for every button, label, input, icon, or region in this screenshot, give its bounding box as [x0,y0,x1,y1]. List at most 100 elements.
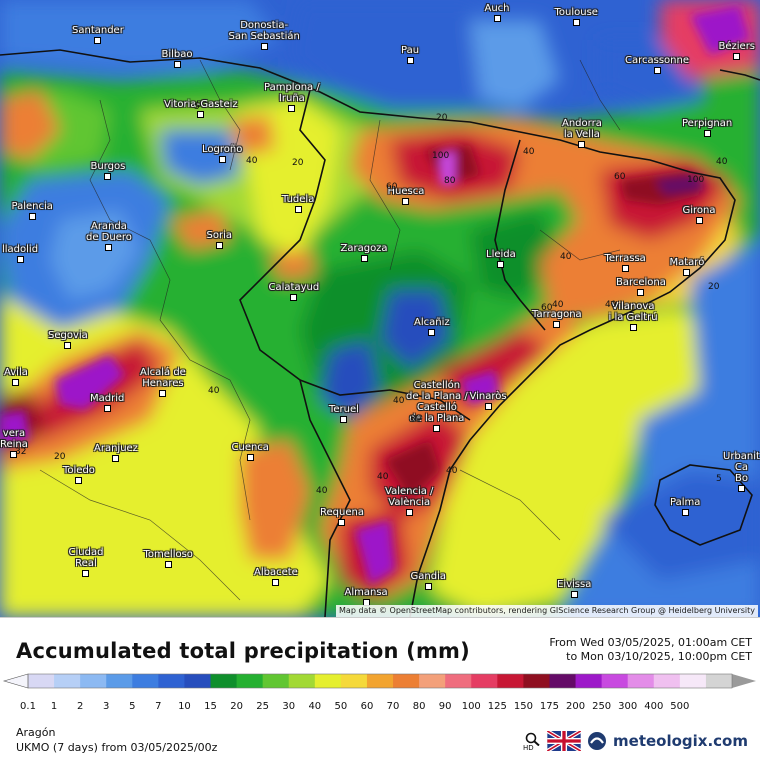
legend-swatch [210,674,238,688]
hd-zoom-button[interactable]: HD [523,732,541,752]
contour-value-label: 40 [208,386,220,396]
city-name: Tarragona [532,309,582,320]
city-name: Urbanit [723,451,760,462]
city-name: Calatayud [268,282,320,293]
city-name: Eivissa [557,579,592,590]
city-name: Andorra [562,118,602,129]
city-dot-icon [218,156,226,163]
city-name: Palencia [11,201,53,212]
city-label: Castellón de la Plana / Castelló de la Plan… [406,380,468,432]
city-name: de la Plana / [406,391,468,402]
city-dot-icon [572,19,580,26]
city-label: Girona [683,205,716,224]
city-dot-icon [360,255,368,262]
legend-level-label: 500 [670,701,690,712]
city-name: vera [2,428,26,439]
contour-value-label: 40 [316,486,328,496]
city-dot-icon [484,403,492,410]
legend-level-label: 7 [155,701,162,712]
city-dot-icon [653,67,661,74]
legend-level-label: 80 [412,701,426,712]
city-name: San Sebastián [228,31,300,42]
city-name: Madrid [90,393,125,404]
city-label: Perpignan [682,118,732,137]
city-name: Vitoria-Gasteiz [164,99,238,110]
legend-level-label: 175 [539,701,560,712]
legend-level-label: 2 [76,701,84,712]
city-label: vera Reina [0,428,28,458]
city-dot-icon [164,561,172,568]
contour-value-label: 40 [560,252,572,262]
city-label: Aranda de Duero [86,221,132,251]
precipitation-map[interactable]: Santander Bilbao Donostia- San Sebastián Pau… [0,0,760,617]
city-label: Santander [72,25,124,44]
city-name: Toulouse [554,7,598,18]
city-dot-icon [288,105,296,112]
city-name: de Duero [86,232,132,243]
city-name: Segovia [48,330,88,341]
city-label: Terrassa [605,253,646,272]
legend-level-label: 300 [618,701,638,712]
legend-swatch [549,674,577,688]
city-dot-icon [75,477,83,484]
city-dot-icon [493,15,501,22]
city-name: Barcelona [616,277,666,288]
city-dot-icon [272,579,280,586]
contour-value-label: 100 [687,175,705,185]
period-from: From Wed 03/05/2025, 01:00am CET [549,636,752,649]
city-label: Teruel [329,404,359,423]
city-dot-icon [246,454,254,461]
precip-cores [0,5,750,585]
city-name: Mataró [669,257,705,268]
city-label: Vitoria-Gasteiz [164,99,238,118]
legend-swatch [132,674,159,688]
city-label: Alcañiz [414,317,450,336]
city-label: Barcelona [616,277,666,296]
city-label: Burgos [91,161,125,180]
city-name: Albacete [254,567,298,578]
contour-value-label: 20 [54,452,66,462]
map-title: Accumulated total precipitation (mm) [16,639,470,663]
city-name: Iruña [278,93,305,104]
uk-flag-icon[interactable] [547,731,582,751]
city-label: Pamplona / Iruña [264,82,320,112]
city-dot-icon [173,61,181,68]
city-name: Toledo [63,465,95,476]
city-name: Perpignan [682,118,733,129]
city-name: Henares [142,378,184,389]
city-name: Avila [4,367,28,378]
city-label: Calatayud [268,282,320,301]
city-dot-icon [112,455,120,462]
city-name: Auch [484,3,510,14]
legend-level-label: 250 [592,701,612,712]
city-name: Pau [401,45,420,56]
contour-value-label: 5 [194,102,200,112]
city-name: de la Plana [409,413,465,424]
city-label: Palma [670,497,700,516]
city-dot-icon [28,213,36,220]
city-label: Palencia [12,201,53,220]
city-dot-icon [683,269,691,276]
city-name: Reina [0,439,28,450]
legend-level-label: 150 [513,701,533,712]
city-name: València [388,497,431,508]
city-dot-icon [695,217,703,224]
legend-level-label: 40 [308,701,322,712]
city-dot-icon [159,390,167,397]
map-attribution[interactable]: Map data © OpenStreetMap contributors, r… [336,605,758,617]
city-label: Soria [207,230,232,249]
contour-value-label: 80 [444,176,456,186]
legend-level-label: 0.1 [20,701,36,712]
city-dot-icon [338,519,346,526]
city-label: Ciudad Real [69,547,103,577]
legend-level-label: 10 [178,701,191,712]
city-name: Lleida [486,249,516,260]
contour-value-label: 40 [377,472,389,482]
city-dot-icon [737,485,745,492]
city-label: Albacete [254,567,298,586]
brand-name[interactable]: meteologix.com [613,732,748,750]
legend-swatch [445,674,472,688]
city-name: i la Geltrú [608,312,658,323]
city-dot-icon [12,379,20,386]
contour-value-label: 40 [605,300,617,310]
